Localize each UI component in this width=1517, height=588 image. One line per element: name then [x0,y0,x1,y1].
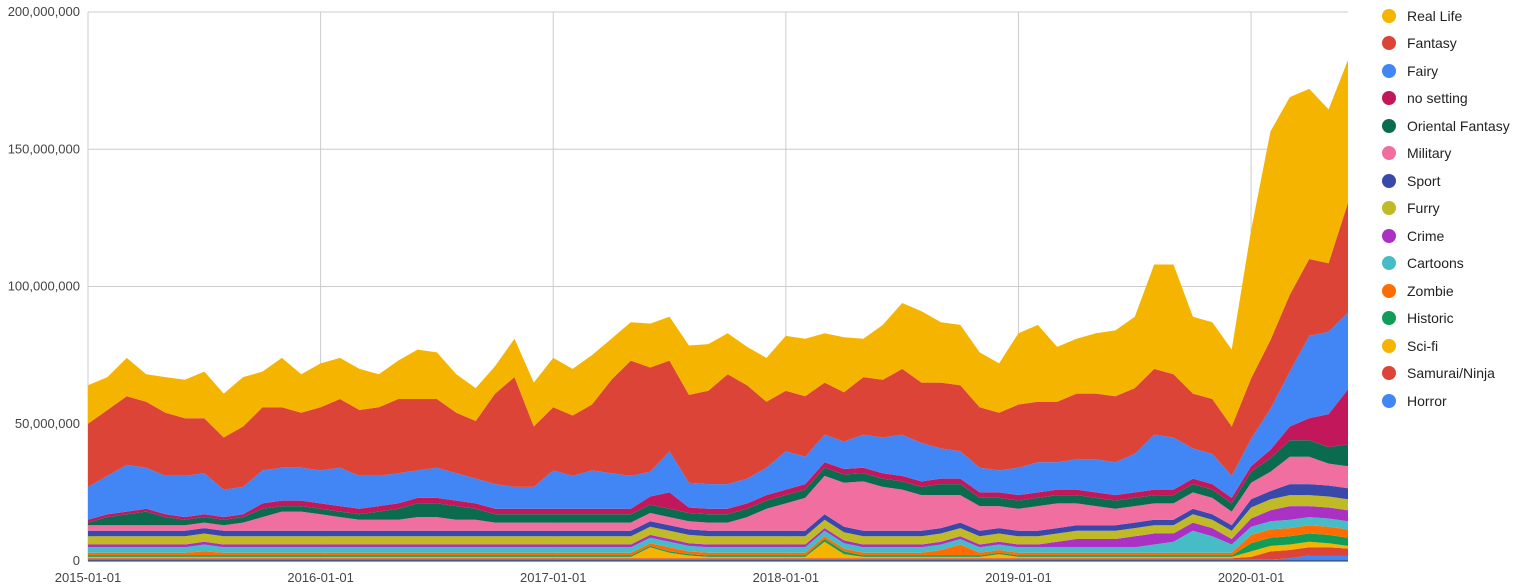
legend-label: Cartoons [1407,255,1464,272]
legend-label: no setting [1407,90,1468,107]
legend-label: Sport [1407,172,1441,189]
legend-swatch [1382,283,1396,298]
legend-swatch [1382,338,1396,353]
legend-item-fairy[interactable]: Fairy [1382,57,1517,85]
legend-item-real-life[interactable]: Real Life [1382,2,1517,30]
legend-label: Historic [1407,310,1454,327]
legend-item-zombie[interactable]: Zombie [1382,277,1517,305]
legend-item-fantasy[interactable]: Fantasy [1382,30,1517,58]
legend-swatch [1382,201,1396,216]
legend-label: Oriental Fantasy [1407,117,1510,134]
legend-swatch [1382,228,1396,243]
area-series-group [88,60,1348,561]
legend-item-sci-fi[interactable]: Sci-fi [1382,332,1517,360]
legend-item-horror[interactable]: Horror [1382,387,1517,415]
legend-label: Zombie [1407,282,1454,299]
legend-item-oriental-fantasy[interactable]: Oriental Fantasy [1382,112,1517,140]
legend-label: Fantasy [1407,35,1457,52]
legend-label: Crime [1407,227,1445,244]
legend-label: Furry [1407,200,1440,217]
legend-swatch [1382,118,1396,133]
area-series-cartoons[interactable] [88,517,1348,553]
legend-swatch [1382,8,1396,23]
legend-swatch [1382,393,1396,408]
legend-item-historic[interactable]: Historic [1382,305,1517,333]
y-tick-label: 50,000,000 [15,416,80,431]
legend-item-cartoons[interactable]: Cartoons [1382,250,1517,278]
legend-label: Fairy [1407,62,1439,79]
area-series-oriental-fantasy[interactable] [88,440,1348,526]
area-series-fairy[interactable] [88,312,1348,520]
x-tick-label: 2017-01-01 [520,570,587,585]
legend-label: Real Life [1407,7,1463,24]
legend-swatch [1382,63,1396,78]
legend-swatch [1382,366,1396,381]
area-series-zombie[interactable] [88,525,1348,556]
area-series-horror[interactable] [88,555,1348,562]
y-tick-label: 100,000,000 [8,279,80,294]
area-series-crime[interactable] [88,506,1348,548]
legend-swatch [1382,91,1396,106]
legend-item-furry[interactable]: Furry [1382,195,1517,223]
x-tick-label: 2020-01-01 [1218,570,1285,585]
legend-item-no-setting[interactable]: no setting [1382,85,1517,113]
chart-legend: Real Life Fantasy Fairy no setting Oriental … [1382,2,1517,415]
legend-item-sport[interactable]: Sport [1382,167,1517,195]
x-tick-label: 2019-01-01 [985,570,1052,585]
legend-label: Samurai/Ninja [1407,365,1495,382]
chart-axes: 0 50,000,000 100,000,000 150,000,000 200,000… [8,4,1348,585]
y-tick-label: 150,000,000 [8,141,80,156]
area-series-real-life[interactable] [88,60,1348,438]
y-tick-label: 200,000,000 [8,4,80,19]
legend-item-crime[interactable]: Crime [1382,222,1517,250]
area-series-military[interactable] [88,456,1348,531]
area-series-fantasy[interactable] [88,202,1348,490]
x-tick-label: 2016-01-01 [287,570,354,585]
legend-swatch [1382,311,1396,326]
legend-swatch [1382,36,1396,51]
y-tick-label: 0 [73,553,80,568]
x-tick-label: 2018-01-01 [753,570,820,585]
legend-item-samurai-ninja[interactable]: Samurai/Ninja [1382,360,1517,388]
legend-label: Sci-fi [1407,337,1439,354]
x-tick-label: 2015-01-01 [55,570,122,585]
legend-label: Horror [1407,392,1447,409]
legend-swatch [1382,256,1396,271]
area-series-sport[interactable] [88,484,1348,537]
legend-swatch [1382,173,1396,188]
area-series-samurai-ninja[interactable] [88,547,1348,560]
legend-label: Military [1407,145,1452,162]
area-series-cartoons-lime-[interactable] [88,495,1348,545]
legend-item-military[interactable]: Military [1382,140,1517,168]
legend-swatch [1382,146,1396,161]
